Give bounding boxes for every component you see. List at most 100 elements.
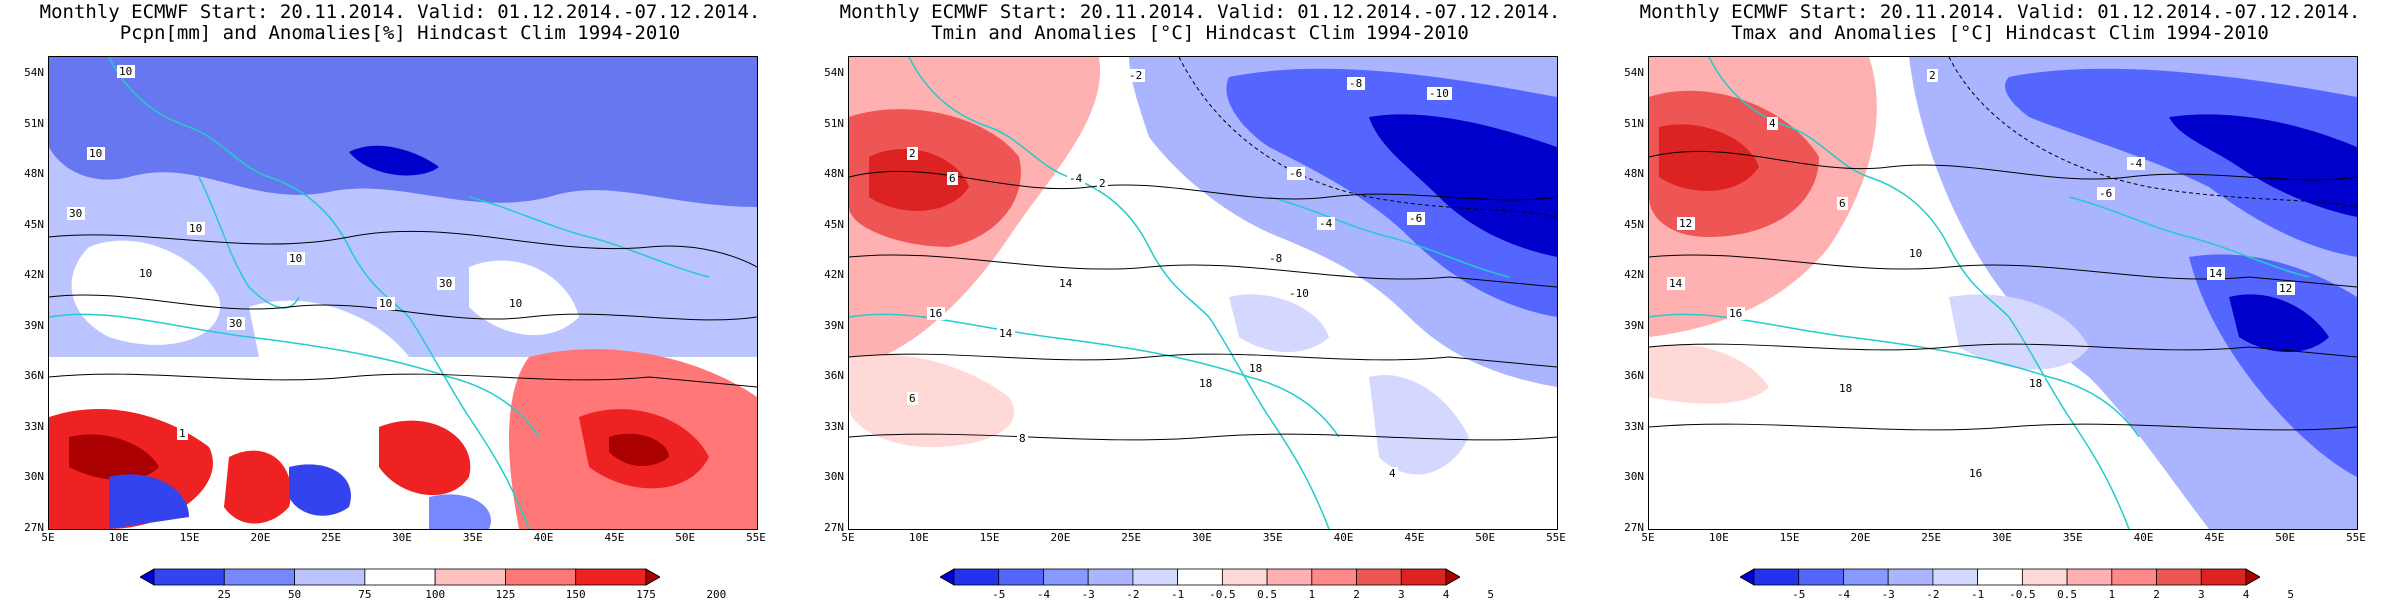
contour-label: 14 xyxy=(2209,267,2223,280)
colorbar-swatch xyxy=(1087,568,1134,586)
contour-label: 18 xyxy=(2029,377,2042,390)
contour-label: 14 xyxy=(999,327,1013,340)
colorbar-label: 200 xyxy=(706,588,727,601)
colorbar-swatch xyxy=(2066,568,2113,586)
contour-label-bg xyxy=(1287,167,1305,180)
colorbar: -5 -4 -3 -2 -1 -0.5 0.5 1 2 3 4 5 xyxy=(940,568,1494,601)
anomaly-area xyxy=(379,420,471,496)
colorbar-swatch xyxy=(364,568,436,586)
colorbar-swatch xyxy=(223,568,295,586)
colorbar-swatch xyxy=(1753,568,1800,586)
contour-label: 30 xyxy=(439,277,452,290)
colorbar-swatch xyxy=(153,568,225,586)
latitude-label: 48N xyxy=(24,167,44,180)
contour-label: 14 xyxy=(1059,277,1073,290)
anomaly-area xyxy=(869,148,969,211)
colorbar-label: -0.5 xyxy=(1209,588,1236,601)
contour-label-bg xyxy=(1907,247,1925,260)
colorbar-label: 3 xyxy=(1397,588,1405,601)
colorbar-swatch xyxy=(1221,568,1268,586)
contour-label-bg xyxy=(947,172,958,185)
colorbar-swatch xyxy=(1266,568,1313,586)
colorbar-swatch xyxy=(940,568,955,586)
contour-label: 18 xyxy=(1839,382,1852,395)
colorbar-label: 0.5 xyxy=(2057,588,2078,601)
anomaly-area xyxy=(289,464,351,516)
coastline xyxy=(1268,196,1510,278)
colorbar-swatch xyxy=(1311,568,1357,586)
anomaly-area xyxy=(429,494,491,529)
contour-label: 10 xyxy=(289,252,302,265)
anomaly-area xyxy=(609,433,669,467)
contour-label-bg xyxy=(2207,267,2225,280)
contour-label-bg xyxy=(927,307,945,320)
contour-line xyxy=(849,170,1557,201)
latitude-label: 39N xyxy=(24,318,44,332)
coastline xyxy=(908,57,1330,529)
contour-line xyxy=(49,230,757,268)
colorbar-swatch xyxy=(575,568,647,586)
contour-label-bg xyxy=(1967,467,1985,480)
colorbar-swatch xyxy=(140,568,155,586)
contour-label: -8 xyxy=(1349,77,1362,90)
colorbar-label: 125 xyxy=(495,588,516,601)
contour-label: 2 xyxy=(1099,177,1106,190)
contour-label: -6 xyxy=(1289,167,1302,180)
longitude-label: 35E xyxy=(1262,531,1283,544)
contour-label: 18 xyxy=(1249,362,1262,375)
latitude-label: 48N xyxy=(824,167,844,180)
anomaly-area xyxy=(2189,254,2357,477)
contour-label-bg xyxy=(1727,307,1745,320)
contour-label: 30 xyxy=(229,317,242,330)
tmax-map: 2 4 -4 -6 6 12 10 14 16 14 12 18 18 16 xyxy=(1648,56,2358,530)
contour-label-bg xyxy=(1927,69,1938,82)
colorbar-label: 50 xyxy=(287,588,302,601)
longitude-label: 10E xyxy=(108,531,129,544)
anomaly-area xyxy=(2229,294,2329,352)
contour-label-bg xyxy=(1767,117,1778,130)
contour-label-bg xyxy=(1387,467,1398,480)
contour-label-bg xyxy=(437,277,455,290)
colorbar-swatch xyxy=(1445,568,1460,586)
longitude-label: 20E xyxy=(1050,531,1071,544)
contour-label: -10 xyxy=(1429,87,1449,100)
anomaly-area xyxy=(1369,114,1557,257)
latitude-label: 27N xyxy=(824,520,844,534)
anomaly-area xyxy=(71,240,221,345)
latitude-label: 48N xyxy=(1624,167,1644,180)
latitude-label: 51N xyxy=(824,116,844,130)
contour-label-bg xyxy=(1057,277,1075,290)
latitude-label: 45N xyxy=(824,217,844,231)
contour-label: 18 xyxy=(1199,377,1212,390)
longitude-label: 5E xyxy=(841,531,855,544)
longitude-label: 5E xyxy=(41,531,55,544)
colorbar-swatch xyxy=(1356,568,1402,586)
colorbar-label: -4 xyxy=(1036,588,1051,601)
contour-label-bg xyxy=(907,147,918,160)
panel-tmax: Monthly ECMWF Start: 20.11.2014. Valid: … xyxy=(1600,0,2400,601)
contour-label: -4 xyxy=(1319,217,1333,230)
contour-label-bg xyxy=(2097,187,2115,200)
precipitation-map: 10 10 30 10 10 10 30 10 30 10 1 xyxy=(48,56,758,530)
latitude-label: 27N xyxy=(1624,520,1644,534)
contour-label-bg xyxy=(177,427,188,440)
longitude-label: 25E xyxy=(321,531,342,544)
latitude-label: 42N xyxy=(24,268,44,281)
latitude-label: 30N xyxy=(24,470,44,483)
latitude-label: 39N xyxy=(1624,318,1644,332)
coastline xyxy=(108,57,530,529)
longitude-label: 50E xyxy=(1475,531,1496,544)
contour-label: 2 xyxy=(909,147,916,160)
contour-line xyxy=(1649,254,2357,288)
colorbar-label: -2 xyxy=(1126,588,1140,601)
contour-label-bg xyxy=(1347,77,1365,90)
contour-label: 8 xyxy=(1019,432,1026,445)
colorbar-swatch xyxy=(1043,568,1089,586)
colorbar-swatch xyxy=(434,568,506,586)
contour-label: 10 xyxy=(509,297,522,310)
contour-label: -2 xyxy=(1129,69,1142,82)
colorbar-swatch xyxy=(1798,568,1844,586)
latitude-label: 36N xyxy=(824,369,844,382)
latitude-label: 54N xyxy=(824,66,844,79)
